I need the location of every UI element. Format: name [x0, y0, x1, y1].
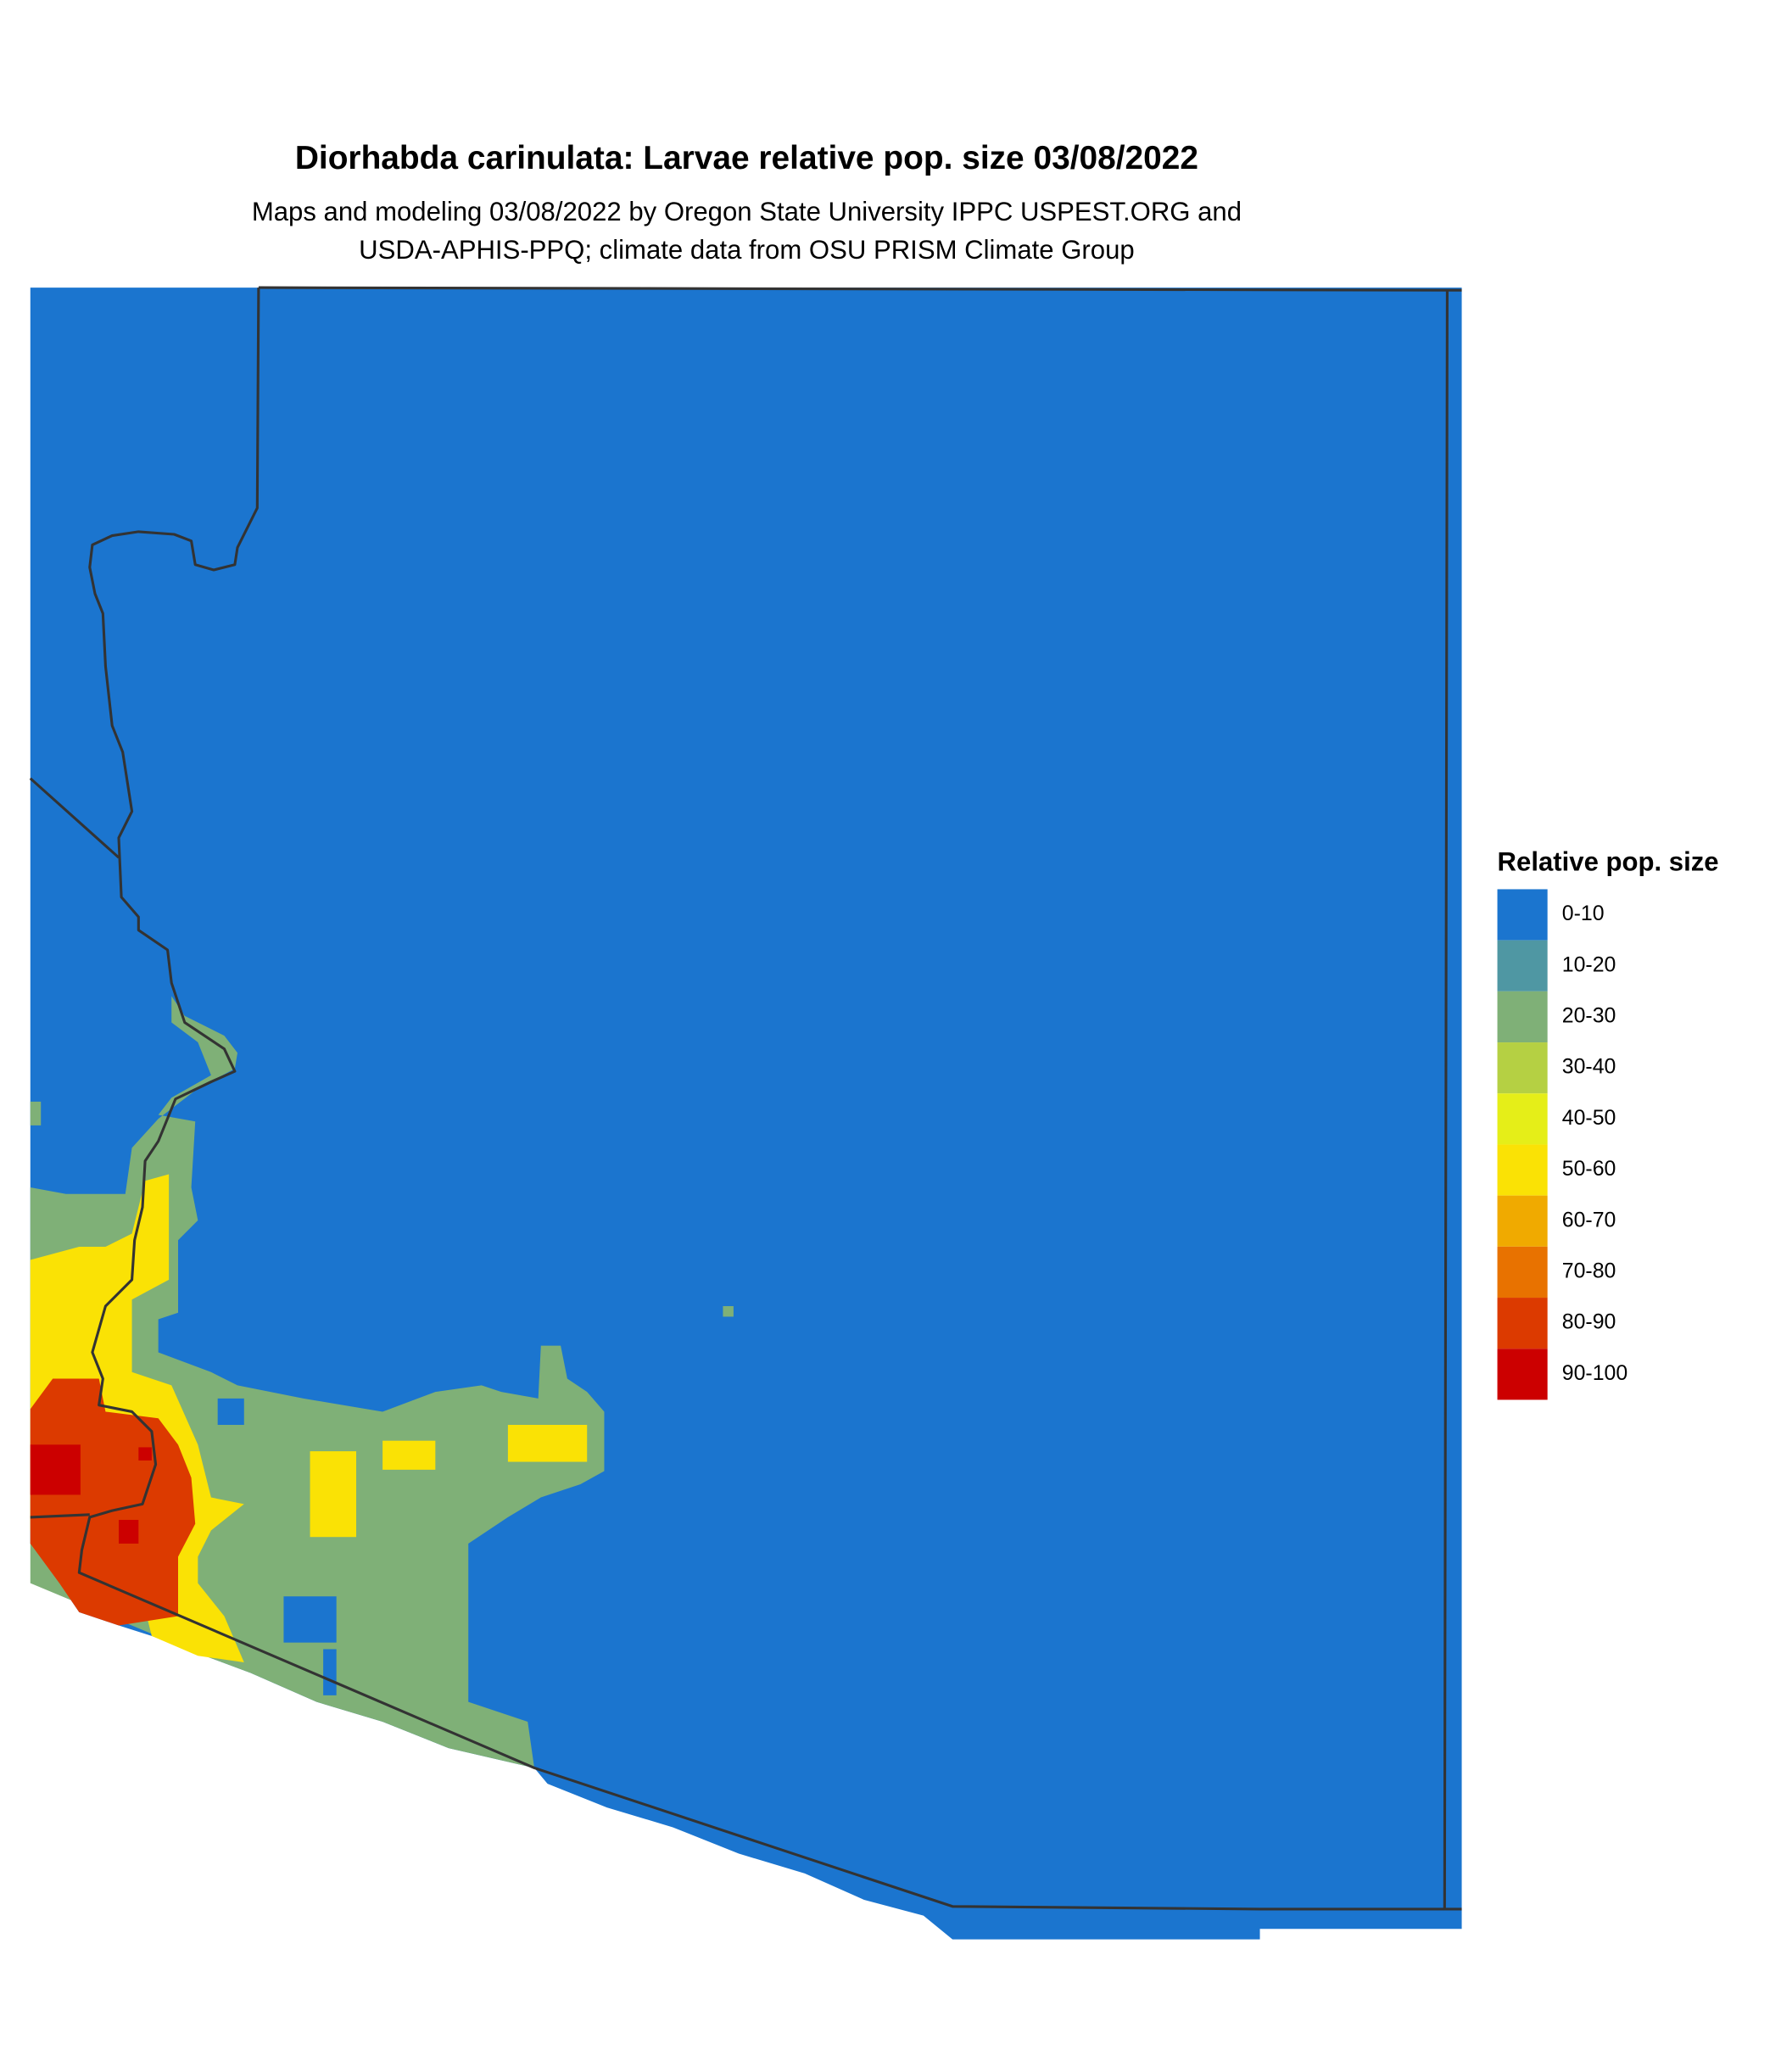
map-title: Diorhabda carinulata: Larvae relative po… — [295, 140, 1198, 176]
region-50-60 — [507, 1425, 588, 1462]
legend-swatch — [1497, 1042, 1548, 1094]
region-0-10 — [30, 288, 1462, 1940]
region-0-10 — [323, 1649, 337, 1695]
legend-swatch — [1497, 1246, 1548, 1298]
state-border — [258, 286, 1462, 292]
legend-label: 10-20 — [1562, 952, 1616, 976]
legend-swatch — [1497, 1195, 1548, 1247]
legend-label: 90-100 — [1562, 1361, 1627, 1385]
legend-label: 80-90 — [1562, 1310, 1616, 1334]
legend-label: 60-70 — [1562, 1208, 1616, 1231]
region-90-100 — [138, 1447, 152, 1460]
region-0-10 — [217, 1398, 244, 1425]
state-border — [30, 1513, 90, 1519]
legend-label: 40-50 — [1562, 1106, 1616, 1130]
region-20-30 — [723, 1306, 734, 1317]
legend-swatch — [1497, 1349, 1548, 1400]
legend-swatch — [1497, 1298, 1548, 1349]
region-50-60 — [310, 1451, 356, 1538]
legend: Relative pop. size 0-10 10-20 20-30 30-40 40… — [1497, 847, 1719, 1400]
legend-label: 0-10 — [1562, 902, 1605, 925]
legend-swatch — [1497, 991, 1548, 1043]
legend-swatch — [1497, 1093, 1548, 1145]
region-0-10 — [283, 1596, 337, 1643]
state-border — [77, 288, 1445, 1911]
region-90-100 — [30, 1444, 81, 1495]
legend-swatch — [1497, 889, 1548, 941]
legend-label: 70-80 — [1562, 1259, 1616, 1283]
legend-swatch — [1497, 1144, 1548, 1196]
legend-swatch — [1497, 940, 1548, 991]
legend-label: 20-30 — [1562, 1004, 1616, 1028]
region-20-30 — [30, 1101, 42, 1125]
legend-title: Relative pop. size — [1498, 847, 1719, 877]
legend-label: 30-40 — [1562, 1055, 1616, 1079]
region-90-100 — [119, 1520, 139, 1544]
legend-label: 50-60 — [1562, 1157, 1616, 1181]
map-subtitle: Maps and modeling 03/08/2022 by Oregon S… — [252, 197, 1242, 226]
region-50-60 — [382, 1440, 436, 1470]
map-subtitle: USDA-APHIS-PPQ; climate data from OSU PR… — [359, 235, 1135, 265]
map — [29, 286, 1462, 1940]
state-border — [29, 777, 120, 859]
state-border — [1443, 290, 1462, 1911]
